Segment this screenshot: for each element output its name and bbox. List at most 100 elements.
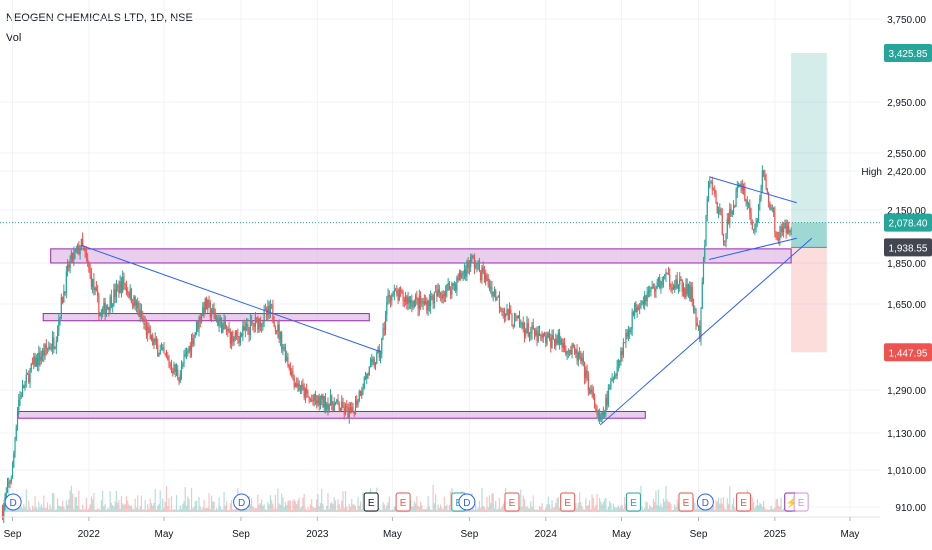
volume-bar [447,509,449,512]
volume-bar [393,506,395,512]
candle-body [308,397,310,400]
volume-bar [98,508,100,512]
candle-body [726,218,728,234]
candle-body [28,374,30,383]
candle-body [622,342,624,356]
candle-body [378,348,380,358]
volume-bar [607,506,609,512]
candle-body [487,278,489,286]
volume-bar [670,504,672,512]
volume-bar [127,500,129,512]
candle-body [145,323,148,335]
candle-body [113,289,115,305]
candle-body [551,334,553,348]
candle-body [383,328,385,330]
volume-bar [118,500,120,512]
support-resistance-zone [42,313,370,322]
volume-bar [675,507,677,512]
volume-bar [595,504,597,512]
volume-bar [83,509,85,512]
candle-body [634,303,636,316]
volume-bar [209,508,211,512]
long-position-progress [791,222,827,248]
volume-bar [773,509,775,512]
candle-body [731,211,733,214]
candle-body [442,294,444,299]
earnings-event-marker [363,492,379,512]
earnings-event-marker [560,492,576,512]
volume-bar [553,507,556,512]
symbol-title[interactable]: NEOGEN CHEMICALS LTD, 1D, NSE [6,12,193,24]
candle-body [394,290,397,292]
volume-bar [249,504,251,512]
volume-bar [73,508,75,512]
volume-bar [133,509,135,512]
candle-body [158,354,160,357]
candle-body [510,309,512,314]
candle-body [662,276,665,282]
volume-bar [306,509,308,512]
volume-bar [362,491,364,512]
candle-body [45,344,47,349]
candle-body [235,331,238,336]
candle-body [149,328,151,340]
volume-bar [264,509,266,512]
candle-body [205,297,208,310]
candle-body [507,309,509,320]
volume-bar [93,492,95,512]
support-resistance-zone [50,248,792,264]
candle-body [553,339,556,347]
candle-body [402,292,404,300]
candle-body [118,286,120,294]
candle-body [398,289,400,300]
volume-bar [108,508,110,512]
volume-bar [80,509,82,512]
volume-bar [321,488,323,512]
candle-body [770,208,772,210]
candle-body [283,347,285,348]
volume-bar [281,493,283,512]
volume-bar [700,509,702,512]
volume-bar [230,499,233,512]
volume-bar [780,497,782,512]
trendline [708,176,797,204]
volume-bar [194,501,196,512]
candle-body [223,320,225,324]
candle-body [722,234,725,242]
volume-bar [24,507,26,512]
volume-bar [152,505,154,512]
candle-body [159,349,161,355]
candle-body [451,283,453,295]
volume-bar [427,496,429,512]
volume-bar [68,499,70,512]
candle-body [155,339,158,345]
candle-body [512,325,514,327]
candle-body [193,335,195,345]
volume-bar [418,507,420,512]
volume-bar [234,509,236,512]
candle-body [242,326,244,337]
volume-bar [712,505,715,512]
volume-bar [612,503,614,512]
event-marker-label: E [798,498,805,509]
volume-bar [651,507,653,512]
candle-body [533,328,536,336]
candle-body [465,269,467,277]
candle-body [157,344,159,357]
candle-body [23,385,25,388]
volume-bar [222,509,224,512]
volume-label[interactable]: Vol [6,32,22,44]
candle-body [103,302,105,310]
volume-bar [276,508,278,512]
candle-body [397,294,399,300]
candle-body [595,408,597,412]
volume-bar [487,507,489,512]
volume-bar [316,499,318,512]
y-axis-tick-label: 1,850.00 [887,259,926,270]
candle-body [189,345,191,352]
volume-bar [488,495,491,512]
candle-body [609,388,611,390]
candle-body [719,209,721,212]
candle-body [318,396,320,406]
